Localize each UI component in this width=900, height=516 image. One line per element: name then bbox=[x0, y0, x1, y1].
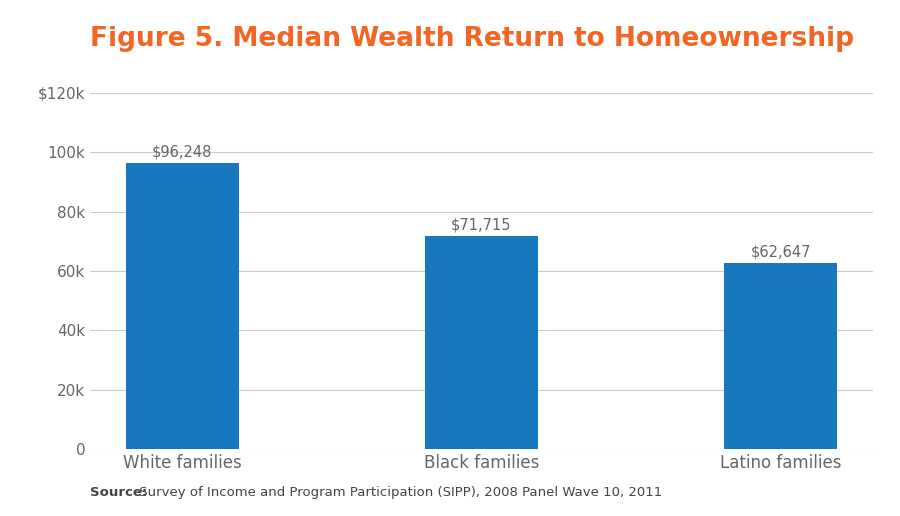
Text: $62,647: $62,647 bbox=[751, 245, 811, 260]
Text: $71,715: $71,715 bbox=[451, 218, 512, 233]
Bar bbox=[126, 164, 239, 449]
Bar bbox=[724, 263, 837, 449]
Bar bbox=[425, 236, 538, 449]
Text: Source:: Source: bbox=[90, 487, 148, 499]
Text: Source: Survey of Income and Program Participation (SIPP), 2008 Panel Wave 10, 2: Source: Survey of Income and Program Par… bbox=[90, 487, 668, 499]
Text: Figure 5. Median Wealth Return to Homeownership: Figure 5. Median Wealth Return to Homeow… bbox=[90, 26, 854, 52]
Text: Survey of Income and Program Participation (SIPP), 2008 Panel Wave 10, 2011: Survey of Income and Program Participati… bbox=[135, 487, 662, 499]
Text: $96,248: $96,248 bbox=[152, 145, 212, 160]
